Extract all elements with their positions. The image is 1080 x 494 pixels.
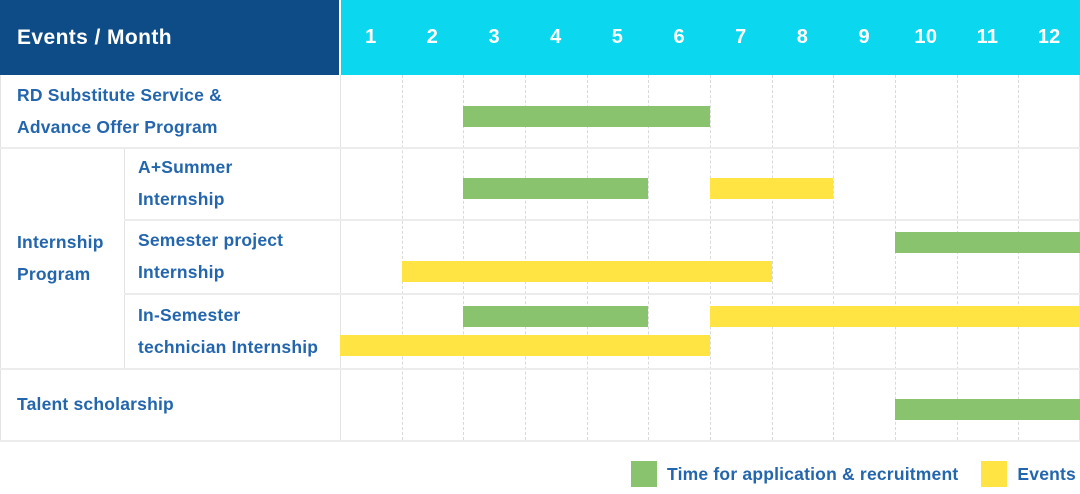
month-gridline-1 [401, 75, 403, 440]
month-header-2: 2 [426, 26, 439, 48]
row-label-semester-project-internship-line-1: Semester project [138, 230, 284, 250]
legend: Time for application & recruitment Events [631, 456, 1076, 492]
month-gridline-8 [833, 75, 835, 440]
month-gridline-9 [895, 75, 896, 440]
group-label-internship-program-line-2: Program [17, 263, 91, 284]
row-separator-3 [124, 293, 1080, 295]
row-label-in-semester-technician-internship: In-Semester technician Internship [124, 293, 340, 368]
bar-event-m7-m8 [710, 178, 834, 199]
month-header-5: 5 [611, 26, 624, 48]
bar-application-m10-m12 [895, 232, 1080, 253]
bar-application-m3-m5 [463, 178, 649, 199]
events-month-header: Events / Month [0, 0, 339, 75]
table-left-border [0, 75, 1, 440]
label-chart-divider [340, 75, 341, 440]
bar-application-m3-m5 [463, 306, 649, 327]
month-gridline-6 [710, 75, 711, 440]
month-header-7: 7 [735, 26, 747, 48]
group-label-internship-program: Internship Program [0, 147, 124, 368]
month-header-11: 11 [976, 26, 999, 48]
month-header-12: 12 [1037, 26, 1061, 48]
month-gridline-11 [1018, 75, 1020, 440]
legend-swatch-application-icon [631, 461, 658, 487]
row-label-rd-substitute-service-line-2: Advance Offer Program [17, 117, 218, 137]
row-label-a-plus-summer-internship-line-2: Internship [138, 189, 225, 209]
bar-event-m2-m7 [401, 261, 772, 282]
row-label-a-plus-summer-internship-line-1: A+Summer [138, 157, 233, 177]
row-label-a-plus-summer-internship: A+Summer Internship [124, 147, 340, 219]
month-gridline-2 [463, 75, 465, 440]
legend-label-event: Events [1017, 463, 1076, 484]
month-header-6: 6 [673, 26, 685, 48]
bar-application-m3-m6 [463, 106, 710, 127]
month-gridline-10 [956, 75, 958, 440]
row-separator-5 [0, 440, 1080, 442]
row-label-semester-project-internship: Semester project Internship [124, 219, 340, 293]
group-label-internship-program-line-1: Internship [17, 231, 104, 252]
group-column-divider [124, 147, 125, 368]
month-gridline-4 [586, 75, 588, 440]
month-gridline-5 [648, 75, 650, 440]
legend-item-application: Time for application & recruitment [631, 461, 958, 487]
month-header-row: 1 2 3 4 5 6 7 8 9 10 11 12 [341, 0, 1080, 75]
legend-swatch-event-icon [981, 461, 1008, 487]
month-header-4: 4 [550, 26, 562, 48]
row-separator-4 [0, 368, 1080, 370]
month-header-10: 10 [914, 26, 938, 48]
row-separator-2 [124, 219, 1080, 221]
row-label-semester-project-internship-line-2: Internship [138, 262, 225, 282]
row-label-in-semester-technician-internship-line-1: In-Semester [138, 304, 241, 325]
legend-label-application: Time for application & recruitment [667, 463, 959, 484]
row-label-rd-substitute-service: RD Substitute Service & Advance Offer Pro… [0, 75, 340, 147]
bar-event-m1-m6 [340, 335, 710, 356]
month-header-8: 8 [796, 26, 809, 48]
bar-application-m10-m12 [895, 399, 1080, 420]
row-separator-1 [0, 147, 1080, 149]
month-gridline-7 [771, 75, 773, 440]
row-label-talent-scholarship-line-1: Talent scholarship [17, 394, 174, 414]
month-header-9: 9 [858, 26, 870, 48]
row-label-talent-scholarship: Talent scholarship [0, 368, 340, 440]
month-gridline-3 [525, 75, 526, 440]
legend-item-event: Events [981, 461, 1076, 487]
month-header-3: 3 [488, 26, 500, 48]
month-header-1: 1 [365, 26, 377, 48]
bar-event-m7-m12 [710, 306, 1080, 327]
row-label-in-semester-technician-internship-line-2: technician Internship [138, 336, 319, 357]
row-label-rd-substitute-service-line-1: RD Substitute Service & [17, 85, 222, 105]
